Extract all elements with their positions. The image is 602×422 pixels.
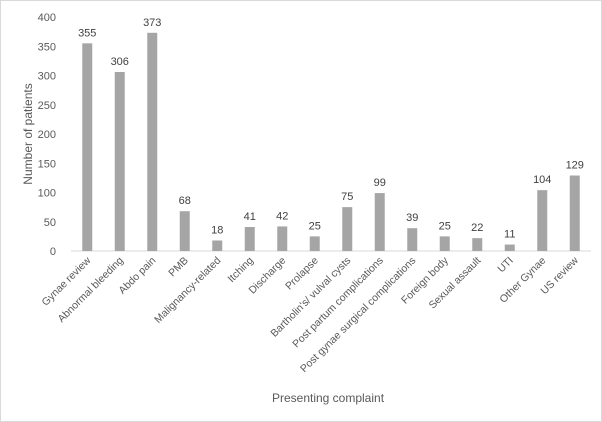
x-tick-label: PMB — [166, 255, 191, 280]
y-axis-title: Number of patients — [21, 83, 35, 184]
data-labels: 355 306 373 68 18 41 42 25 75 99 39 25 22 11 104 129 — [78, 17, 584, 241]
y-tick-label: 100 — [38, 188, 56, 200]
y-tick-label: 150 — [38, 158, 56, 170]
bar — [439, 236, 450, 252]
data-label: 68 — [179, 195, 191, 207]
data-label: 373 — [143, 17, 161, 29]
bar — [472, 238, 483, 251]
bar — [147, 32, 158, 251]
data-label: 25 — [309, 220, 321, 232]
data-label: 39 — [406, 212, 418, 224]
bar — [374, 193, 385, 251]
bar — [114, 71, 125, 252]
bars — [82, 32, 580, 252]
bar — [82, 43, 93, 251]
data-label: 41 — [244, 211, 256, 223]
bar — [212, 240, 223, 251]
y-tick-label: 0 — [50, 246, 56, 258]
data-label: 18 — [211, 224, 223, 236]
bar — [244, 227, 255, 251]
data-label: 75 — [341, 191, 353, 203]
y-tick-label: 300 — [38, 71, 56, 83]
data-label: 99 — [374, 177, 386, 189]
data-label: 22 — [471, 222, 483, 234]
bar — [309, 236, 320, 252]
y-axis-ticks: 0 50 100 150 200 250 300 350 400 — [38, 12, 56, 258]
y-tick-label: 250 — [38, 100, 56, 112]
bar — [342, 207, 353, 252]
y-tick-label: 400 — [38, 12, 56, 24]
data-label: 306 — [111, 56, 129, 68]
bar — [537, 190, 548, 251]
y-tick-label: 350 — [38, 41, 56, 53]
y-tick-label: 50 — [44, 217, 56, 229]
x-axis-title: Presenting complaint — [272, 391, 385, 405]
bar — [277, 226, 288, 251]
data-label: 11 — [504, 229, 515, 241]
bar — [504, 244, 515, 251]
bar — [407, 228, 418, 251]
bar — [569, 175, 580, 251]
data-label: 104 — [533, 174, 551, 186]
x-tick-label: Itching — [226, 255, 256, 285]
data-label: 355 — [78, 27, 96, 39]
data-label: 42 — [276, 210, 288, 222]
data-label: 25 — [439, 220, 451, 232]
y-tick-label: 200 — [38, 129, 56, 141]
x-tick-label: UTI — [495, 255, 515, 275]
data-label: 129 — [566, 160, 584, 172]
bar — [179, 211, 190, 251]
